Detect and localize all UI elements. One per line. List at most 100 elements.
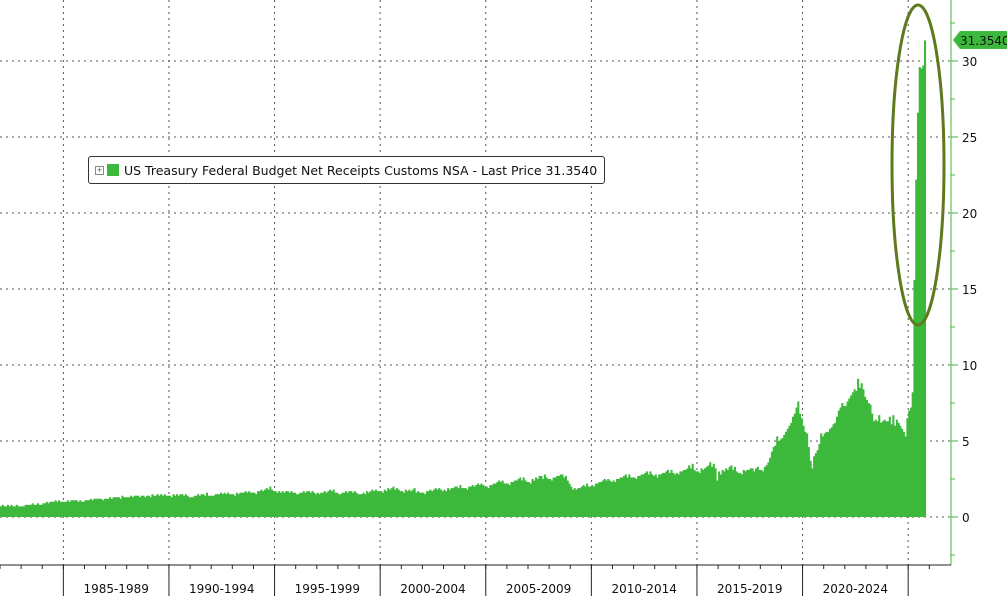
bar	[642, 474, 645, 517]
bar	[66, 500, 69, 517]
bar	[705, 466, 708, 517]
bar	[836, 416, 839, 517]
bar	[503, 483, 506, 517]
bar	[436, 489, 439, 517]
bar	[116, 497, 119, 517]
bar	[767, 462, 770, 517]
bar	[693, 469, 696, 517]
bar	[737, 472, 740, 517]
bar	[843, 406, 846, 517]
bar	[309, 492, 312, 517]
bar	[339, 494, 342, 517]
bar	[906, 418, 909, 517]
bar	[96, 498, 99, 517]
bar	[880, 422, 883, 517]
bar	[315, 494, 318, 517]
bar	[153, 495, 156, 517]
bar	[100, 498, 103, 517]
bar	[403, 492, 406, 517]
bar	[561, 474, 564, 517]
bar	[135, 495, 138, 517]
bar	[285, 491, 288, 517]
bar	[575, 489, 578, 517]
bar	[872, 421, 876, 517]
bar	[580, 486, 583, 517]
bar	[160, 494, 163, 517]
x-tick-label: 1995-1999	[295, 582, 360, 596]
bar	[832, 424, 835, 517]
highlight-ellipse	[890, 3, 946, 327]
bar	[755, 468, 758, 517]
expand-icon[interactable]: +	[95, 165, 104, 175]
bar	[740, 474, 744, 517]
legend-swatch	[107, 164, 119, 176]
bar	[487, 488, 490, 517]
bar	[792, 416, 795, 517]
bar	[29, 504, 32, 517]
last-price-tag-text: 31.3540	[960, 34, 1007, 48]
bar	[712, 463, 715, 517]
bar	[857, 378, 860, 517]
bar	[510, 482, 513, 517]
bar	[608, 480, 612, 517]
bar	[684, 469, 687, 517]
bar	[137, 495, 140, 517]
legend-text: US Treasury Federal Budget Net Receipts …	[124, 162, 598, 178]
bar	[107, 498, 110, 517]
bar	[744, 471, 747, 517]
bar	[434, 488, 437, 517]
bar	[726, 469, 729, 517]
bar	[132, 497, 135, 517]
y-tick-label: 15	[962, 283, 977, 297]
bar	[22, 506, 25, 517]
bar	[334, 492, 337, 517]
bar	[102, 500, 105, 517]
bar	[587, 486, 590, 517]
bar	[133, 495, 136, 517]
bar	[890, 424, 893, 517]
bar	[253, 492, 256, 517]
bar	[336, 492, 339, 517]
bar	[837, 410, 840, 517]
bar	[594, 483, 597, 517]
bar	[788, 425, 791, 517]
bar	[12, 506, 15, 517]
x-tick-label: 2005-2009	[506, 582, 571, 596]
bar	[543, 474, 546, 517]
bar	[110, 498, 113, 517]
bar	[255, 494, 258, 517]
bar	[667, 469, 670, 517]
bar	[320, 492, 323, 517]
bar	[881, 421, 884, 517]
bar	[383, 489, 386, 517]
bar	[605, 480, 608, 517]
bar	[205, 492, 208, 517]
bar	[800, 418, 803, 517]
bar	[630, 477, 633, 517]
bar	[691, 463, 694, 517]
bar	[682, 469, 685, 517]
bar	[464, 488, 467, 517]
bar	[732, 469, 735, 517]
bar	[381, 492, 384, 517]
bar	[220, 492, 223, 517]
bar	[526, 482, 529, 517]
bar	[322, 492, 325, 517]
legend[interactable]: + US Treasury Federal Budget Net Receipt…	[88, 156, 606, 184]
bar	[445, 491, 448, 517]
bar	[679, 471, 682, 517]
bar	[725, 468, 728, 517]
bar	[476, 483, 480, 517]
bar	[520, 480, 524, 517]
bar	[672, 472, 675, 517]
bar	[542, 479, 545, 517]
bar	[533, 480, 536, 517]
bar	[624, 474, 627, 517]
bar	[716, 480, 719, 517]
bar	[878, 415, 881, 517]
bar	[871, 413, 874, 517]
bar	[696, 471, 700, 517]
bar	[566, 480, 569, 517]
bar	[813, 456, 816, 517]
bar	[286, 491, 289, 517]
